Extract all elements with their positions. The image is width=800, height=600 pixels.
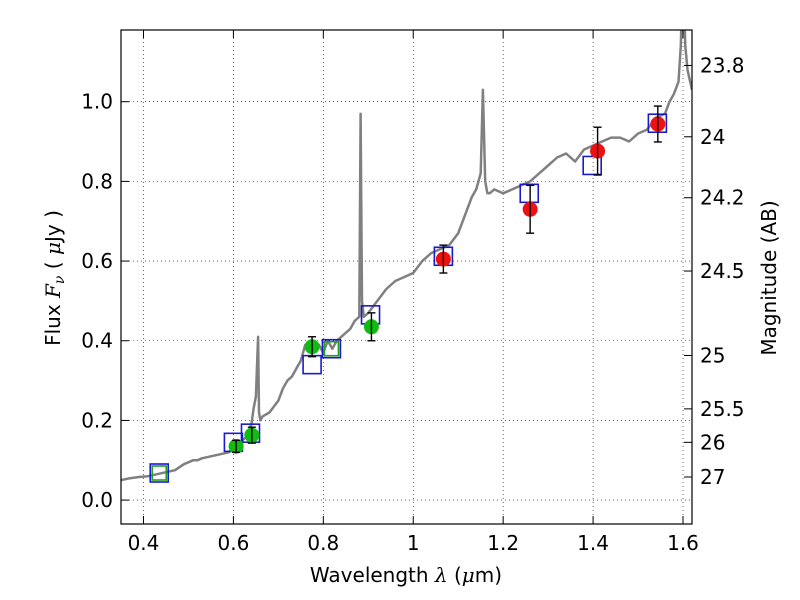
model-box-green bbox=[323, 340, 340, 357]
y-tick-label: 0.6 bbox=[81, 249, 113, 273]
plot-frame bbox=[120, 29, 693, 525]
y-tick-label: 0.2 bbox=[81, 408, 113, 432]
x-axis-label-text: Wavelength bbox=[310, 563, 435, 587]
plot-area: 0.4 0.6 0.8 1 1.2 1.4 1.6 0.0 0.2 0.4 0.6 0.8 1.0 23.… bbox=[81, 29, 745, 555]
x-tick-label: 1.6 bbox=[667, 531, 699, 555]
x-axis-label: Wavelength λ (μm) bbox=[310, 563, 502, 587]
x-tick-label: 1.4 bbox=[577, 531, 609, 555]
y2-tick-label: 24 bbox=[700, 125, 725, 149]
y2-tick-label: 24.2 bbox=[700, 186, 745, 210]
y2-tick-label: 27 bbox=[700, 465, 725, 489]
model-box-blue bbox=[321, 338, 342, 359]
data-layer bbox=[121, 30, 692, 483]
y-axis-label: Flux Fν ( μJy ) bbox=[41, 210, 68, 346]
x-tick-label: 0.8 bbox=[307, 531, 339, 555]
y-tick-label: 0.4 bbox=[81, 329, 113, 353]
x-tick-label: 0.4 bbox=[128, 531, 160, 555]
y-tick-label: 1.0 bbox=[81, 90, 113, 114]
x-tick-label: 1.2 bbox=[487, 531, 519, 555]
y-tick-label: 0.8 bbox=[81, 169, 113, 193]
y-tick-label: 0.0 bbox=[81, 488, 113, 512]
x-tick-label: 0.6 bbox=[217, 531, 249, 555]
y2-tick-label: 24.5 bbox=[700, 259, 745, 283]
y2-tick-label: 25 bbox=[700, 343, 725, 367]
x-tick-label: 1 bbox=[407, 531, 420, 555]
model-box-blue bbox=[149, 463, 170, 483]
y2-tick-label: 26 bbox=[700, 430, 725, 454]
model-box-blue bbox=[582, 155, 602, 176]
y2-tick-label: 23.8 bbox=[700, 53, 745, 77]
model-box-green bbox=[151, 465, 168, 481]
y2-axis-label: Magnitude (AB) bbox=[757, 200, 781, 355]
y2-tick-label: 25.5 bbox=[700, 397, 745, 421]
